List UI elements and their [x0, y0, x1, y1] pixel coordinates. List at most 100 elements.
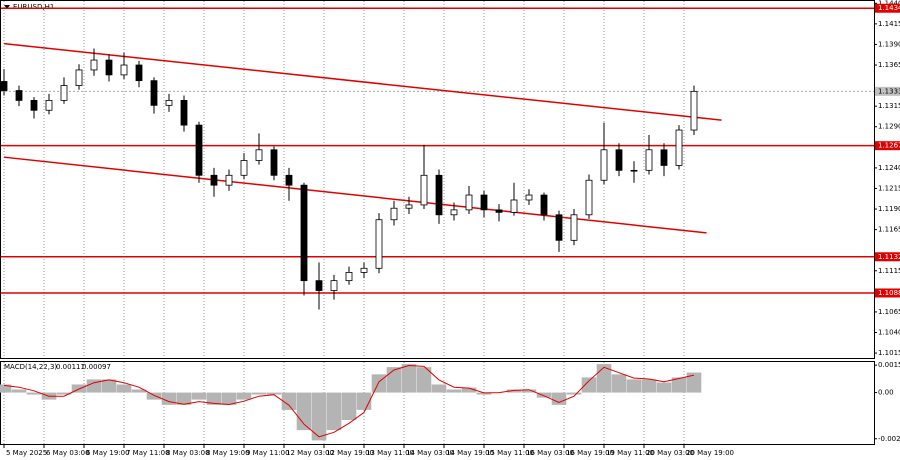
macd-bar: [671, 377, 687, 393]
candle-body: [660, 149, 668, 166]
candle-body: [510, 199, 518, 213]
candle-body: [585, 179, 593, 216]
macd-bar: [131, 389, 147, 393]
macd-bar: [86, 379, 102, 393]
candle-body: [570, 214, 578, 241]
level-label-box: [875, 252, 900, 262]
macd-bar: [251, 392, 267, 395]
macd-bar: [476, 392, 492, 395]
candle-body: [345, 272, 353, 282]
macd-bar: [446, 389, 462, 393]
candle-body: [405, 204, 413, 209]
candle-body: [45, 100, 53, 111]
macd-bar: [56, 392, 72, 395]
level-label-box: [875, 3, 900, 13]
candle-body: [555, 214, 563, 241]
macd-bar: [656, 382, 672, 393]
level-label-box: [875, 288, 900, 298]
candle-body: [360, 267, 368, 273]
menu-arrow[interactable]: [4, 5, 10, 9]
macd-bar: [116, 384, 132, 393]
level-label: 1.1267: [878, 142, 900, 150]
candle-body: [15, 90, 23, 101]
candle-body: [210, 174, 218, 186]
y-tick-label: 0.00152: [878, 361, 900, 369]
x-tick-label: 20 May 03:00: [646, 449, 694, 457]
candle-body: [120, 64, 128, 76]
x-tick-label: 9 May 11:00: [246, 449, 290, 457]
macd-bar: [521, 389, 537, 393]
macd-pane-border: [0, 361, 875, 445]
x-tick-label: 12 May 03:00: [286, 449, 334, 457]
macd-bar: [626, 379, 642, 393]
x-tick-label: 14 May 19:00: [446, 449, 494, 457]
macd-bar: [596, 364, 612, 393]
price-pane-border: [0, 0, 875, 359]
macd-bar: [191, 392, 207, 400]
macd-bar: [326, 392, 342, 431]
macd-bar: [461, 387, 477, 393]
level-label: 1.1132: [878, 253, 900, 261]
candle-body: [600, 149, 608, 181]
candle-body: [255, 149, 263, 161]
macd-bar: [536, 392, 552, 398]
candle-body: [165, 100, 173, 106]
last-price-box: [875, 86, 900, 96]
x-tick-label: 6 May 19:00: [86, 449, 130, 457]
macd-bar: [296, 392, 312, 431]
x-tick-label: 12 May 19:00: [326, 449, 374, 457]
candle-body: [300, 184, 308, 282]
candle-body: [75, 69, 83, 86]
macd-bar: [641, 379, 657, 393]
candle-body: [675, 129, 683, 166]
x-tick-label: 8 May 03:00: [166, 449, 210, 457]
level-label: 1.1088: [878, 289, 900, 297]
last-price-label: 1.1333: [878, 87, 900, 95]
candle-body: [630, 169, 638, 172]
candle-body: [180, 100, 188, 126]
candle-body: [30, 100, 38, 111]
y-tick-label: 1.1015: [878, 349, 900, 357]
y-tick-label: 1.1040: [878, 328, 900, 336]
macd-bar: [566, 392, 582, 395]
candle-body: [480, 194, 488, 211]
macd-signal-line: [3, 364, 695, 438]
y-tick-label: 1.1315: [878, 102, 900, 110]
macd-bar: [311, 392, 327, 441]
x-tick-label: 14 May 03:00: [406, 449, 454, 457]
macd-bar: [206, 392, 222, 405]
candle-body: [495, 209, 503, 213]
macd-bar: [236, 392, 252, 400]
candle-body: [315, 280, 323, 291]
macd-bar: [146, 392, 162, 400]
macd-bar: [341, 392, 357, 421]
level-label-box: [875, 141, 900, 151]
macd-bar: [611, 374, 627, 393]
candle-body: [90, 59, 98, 71]
candle-body: [450, 209, 458, 216]
macd-bar: [506, 389, 522, 393]
macd-hist-value: 0.00111: [56, 363, 85, 371]
candle-body: [195, 124, 203, 176]
macd-bar: [431, 384, 447, 393]
candle-body: [240, 160, 248, 176]
macd-bar: [281, 392, 297, 410]
macd-bar: [416, 367, 432, 393]
x-tick-label: 16 May 19:00: [566, 449, 614, 457]
macd-bar: [581, 377, 597, 393]
x-tick-label: 16 May 03:00: [526, 449, 574, 457]
x-tick-label: 13 May 11:00: [366, 449, 414, 457]
x-tick-label: 7 May 11:00: [126, 449, 170, 457]
candle-body: [435, 174, 443, 216]
x-tick-label: 19 May 11:00: [606, 449, 654, 457]
candle-body: [390, 207, 398, 221]
candle-body: [615, 149, 623, 171]
y-tick-label: 1.1440: [878, 0, 900, 7]
macd-bar: [221, 392, 237, 405]
macd-bar: [101, 379, 117, 393]
x-tick-label: 5 May 2025: [6, 449, 47, 457]
candle-body: [150, 80, 158, 106]
candle-body: [375, 219, 383, 269]
